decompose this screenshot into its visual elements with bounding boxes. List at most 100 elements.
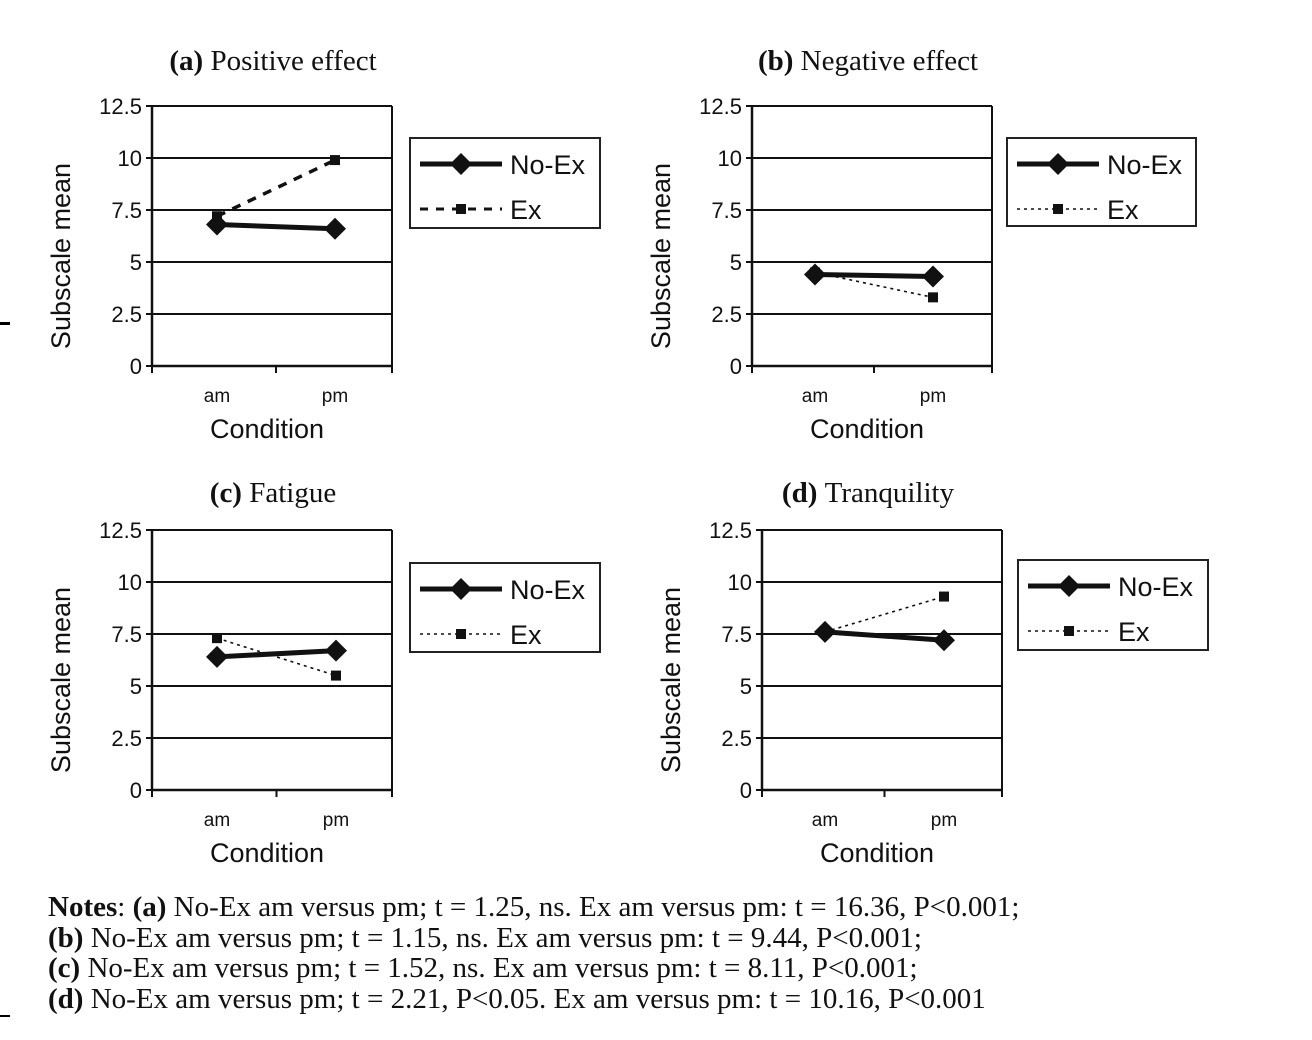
data-point-diamond bbox=[325, 639, 347, 662]
chart-title: (b) Negative effect bbox=[758, 45, 978, 77]
legend-marker-diamond bbox=[450, 153, 472, 175]
chart-panel-3: (d) Tranquility 0 2.5 5 7.5 10 12.5 am pm Conditi… bbox=[656, 477, 1209, 868]
notes-text: No-Ex am versus pm; t = 2.21, P<0.05. Ex… bbox=[83, 982, 986, 1015]
legend: No-Ex Ex bbox=[1006, 137, 1197, 227]
data-point-square bbox=[212, 211, 222, 222]
data-point-square bbox=[331, 670, 341, 681]
panel-label: (b) bbox=[758, 45, 801, 77]
series-line-ex bbox=[824, 595, 945, 633]
panel-title-text: Tranquility bbox=[825, 477, 955, 509]
y-tick-label: 2.5 bbox=[711, 302, 742, 327]
notes-tag: (b) bbox=[48, 921, 84, 954]
panel-title-text: Positive effect bbox=[210, 45, 376, 77]
notes-label: Notes bbox=[48, 891, 118, 923]
y-tick-label: 7.5 bbox=[111, 198, 142, 223]
chart-panel-0: (a) Positive effect 0 2.5 5 7.5 10 12.5 am pm Con… bbox=[46, 45, 601, 444]
figure-notes: Notes: (a) No-Ex am versus pm; t = 1.25,… bbox=[48, 892, 1298, 1014]
series-line-ex bbox=[814, 271, 934, 299]
notes-line-d: (d) No-Ex am versus pm; t = 2.21, P<0.05… bbox=[48, 982, 1298, 1015]
y-tick-label: 5 bbox=[730, 250, 742, 275]
data-point-diamond bbox=[324, 217, 346, 240]
x-tick-label: pm bbox=[920, 386, 946, 407]
legend-marker-diamond bbox=[450, 578, 472, 600]
y-axis-label: Subscale mean bbox=[646, 163, 676, 349]
y-tick-label: 2.5 bbox=[111, 302, 142, 327]
series-line-ex bbox=[216, 158, 336, 218]
panel-label: (c) bbox=[210, 477, 249, 509]
data-point-diamond bbox=[206, 213, 228, 236]
x-tick-label: pm bbox=[322, 386, 348, 407]
y-tick-label: 2.5 bbox=[111, 726, 142, 751]
y-tick-label: 12.5 bbox=[699, 94, 742, 119]
y-tick-label: 0 bbox=[130, 778, 142, 803]
chart-title: (d) Tranquility bbox=[782, 477, 955, 509]
y-tick-label: 12.5 bbox=[709, 518, 752, 543]
legend-marker-diamond bbox=[1047, 153, 1069, 175]
x-axis-label: Condition bbox=[820, 838, 934, 868]
legend: No-Ex Ex bbox=[409, 137, 601, 229]
y-tick-label: 5 bbox=[740, 674, 752, 699]
chart-panel-2: (c) Fatigue 0 2.5 5 7.5 10 12.5 am pm Condition Su… bbox=[46, 477, 601, 868]
legend: No-Ex Ex bbox=[409, 562, 601, 653]
legend-label: No-Ex bbox=[1118, 572, 1194, 602]
crop-mark bbox=[0, 322, 10, 325]
y-axis-label: Subscale mean bbox=[656, 587, 686, 773]
x-tick-label: pm bbox=[323, 810, 349, 831]
legend-box bbox=[1006, 137, 1197, 227]
legend-marker-square bbox=[456, 204, 466, 214]
y-tick-label: 0 bbox=[130, 354, 142, 379]
legend: No-Ex Ex bbox=[1017, 559, 1209, 651]
notes-text: No-Ex am versus pm; t = 1.15, ns. Ex am … bbox=[83, 921, 922, 954]
notes-tag: (a) bbox=[132, 891, 167, 923]
series-line-no-ex bbox=[824, 629, 945, 643]
series-line-no-ex bbox=[216, 222, 336, 232]
legend-marker-square bbox=[1064, 626, 1074, 636]
legend-label: No-Ex bbox=[510, 575, 586, 605]
y-tick-label: 7.5 bbox=[721, 622, 752, 647]
notes-text: No-Ex am versus pm; t = 1.52, ns. Ex am … bbox=[80, 952, 918, 984]
notes-tag: (c) bbox=[48, 952, 81, 984]
legend-box bbox=[1017, 559, 1209, 651]
data-point-square bbox=[330, 155, 340, 166]
y-tick-label: 10 bbox=[118, 146, 142, 171]
chart-title: (c) Fatigue bbox=[210, 477, 336, 509]
y-tick-label: 5 bbox=[130, 674, 142, 699]
data-point-diamond bbox=[933, 629, 955, 652]
legend-label: Ex bbox=[1118, 617, 1150, 647]
notes-line-a: Notes: (a) No-Ex am versus pm; t = 1.25,… bbox=[48, 891, 1020, 923]
y-axis-label: Subscale mean bbox=[46, 163, 76, 349]
y-tick-label: 0 bbox=[740, 778, 752, 803]
x-axis-label: Condition bbox=[810, 414, 924, 444]
y-tick-label: 7.5 bbox=[711, 198, 742, 223]
y-tick-label: 12.5 bbox=[99, 94, 142, 119]
panel-title-text: Negative effect bbox=[801, 45, 978, 77]
y-tick-label: 12.5 bbox=[99, 518, 142, 543]
figure-panels: (a) Positive effect 0 2.5 5 7.5 10 12.5 am pm Con… bbox=[46, 45, 1209, 868]
notes-text: No-Ex am versus pm; t = 1.25, ns. Ex am … bbox=[166, 891, 1020, 923]
series-line-no-ex bbox=[216, 648, 337, 660]
y-tick-label: 10 bbox=[728, 570, 752, 595]
x-tick-label: pm bbox=[931, 810, 957, 831]
notes-line-c: (c) No-Ex am versus pm; t = 1.52, ns. Ex… bbox=[48, 953, 1298, 984]
x-tick-label: am bbox=[204, 810, 230, 831]
x-tick-label: am bbox=[802, 386, 828, 407]
legend-label: Ex bbox=[1107, 195, 1139, 225]
x-axis-label: Condition bbox=[210, 414, 324, 444]
legend-label: Ex bbox=[510, 620, 542, 650]
y-tick-label: 5 bbox=[130, 250, 142, 275]
chart-panel-1: (b) Negative effect 0 2.5 5 7.5 10 12.5 am pm Con… bbox=[646, 45, 1197, 444]
legend-label: Ex bbox=[510, 195, 542, 225]
data-point-square bbox=[939, 591, 949, 602]
y-tick-label: 10 bbox=[718, 146, 742, 171]
y-tick-label: 7.5 bbox=[111, 622, 142, 647]
legend-marker-square bbox=[456, 629, 466, 639]
legend-label: No-Ex bbox=[1107, 150, 1183, 180]
x-axis-label: Condition bbox=[210, 838, 324, 868]
data-point-diamond bbox=[922, 265, 944, 288]
series-line-no-ex bbox=[814, 271, 934, 280]
panel-title-text: Fatigue bbox=[249, 477, 336, 509]
x-tick-label: am bbox=[204, 386, 230, 407]
data-point-square bbox=[820, 626, 830, 637]
legend-box bbox=[409, 562, 601, 653]
data-point-square bbox=[928, 292, 938, 303]
